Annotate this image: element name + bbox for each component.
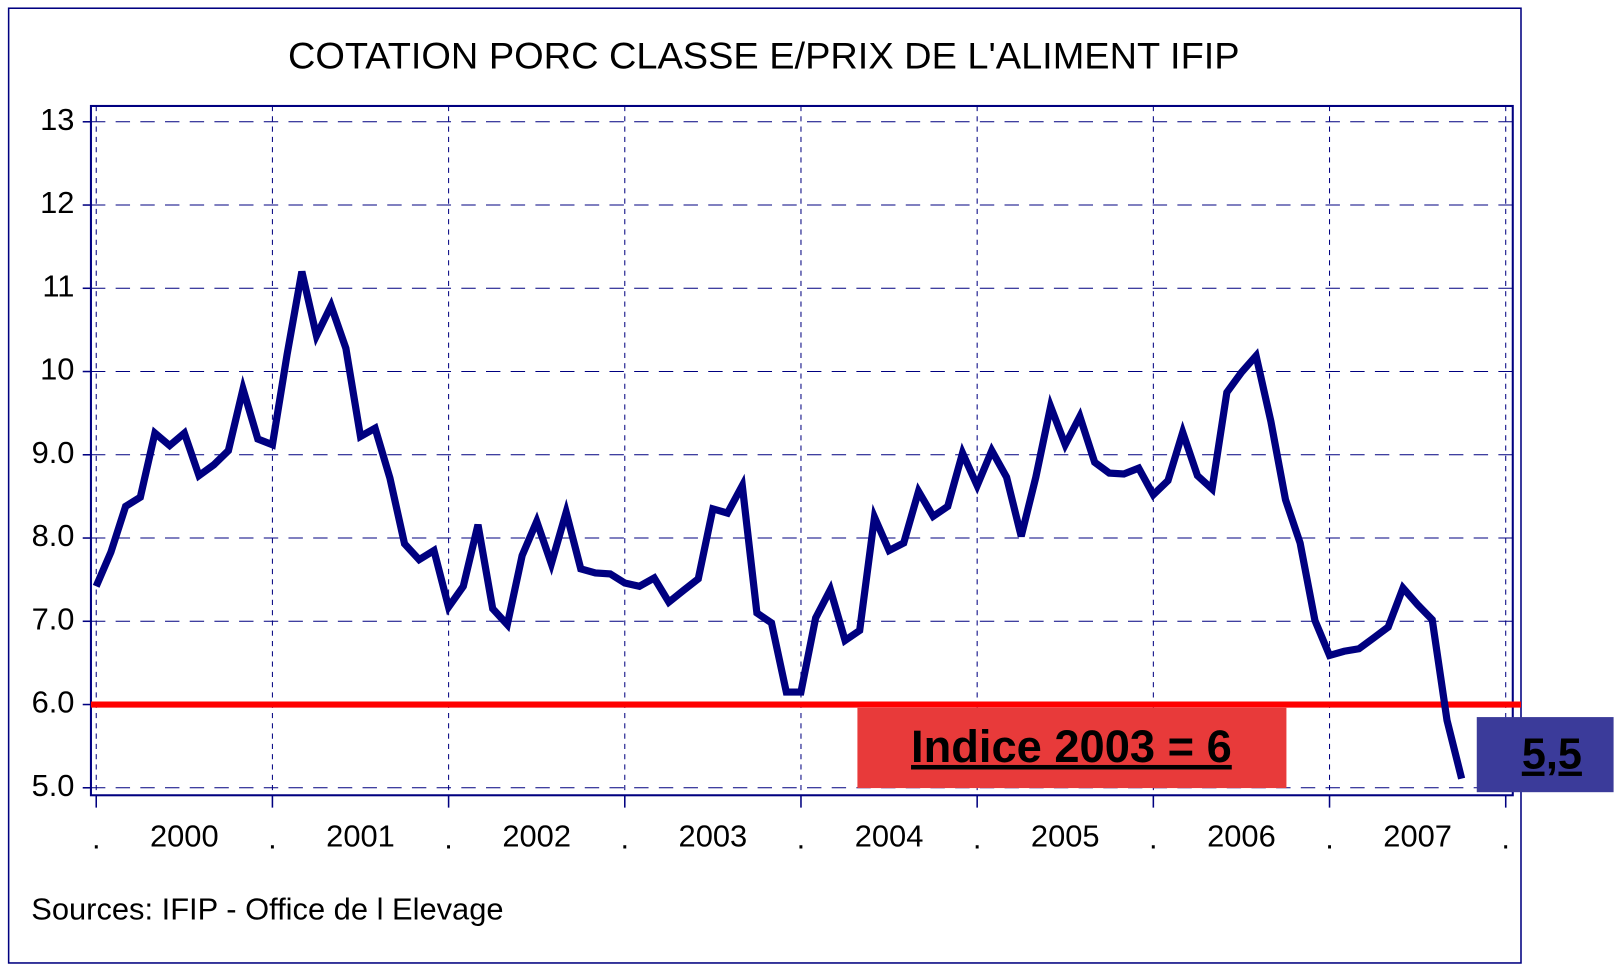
x-tick-label: . bbox=[620, 821, 629, 856]
y-tick-label: 5.0 bbox=[32, 768, 75, 803]
y-tick-label: 8.0 bbox=[32, 518, 75, 553]
x-tick-label: . bbox=[797, 821, 806, 856]
annotation-label: 5,5 bbox=[1522, 731, 1582, 779]
x-tick-label: 2007 bbox=[1383, 819, 1452, 854]
y-tick-label: 11 bbox=[42, 268, 74, 303]
x-tick-label: 2005 bbox=[1031, 819, 1100, 854]
x-tick-label: 2000 bbox=[150, 819, 219, 854]
x-tick-label: 2003 bbox=[679, 819, 748, 854]
y-tick-label: 10 bbox=[40, 352, 74, 387]
x-tick-label: . bbox=[1501, 821, 1510, 856]
y-tick-label: 7.0 bbox=[32, 601, 75, 636]
data-line bbox=[92, 270, 1466, 780]
plot-area bbox=[89, 104, 1514, 797]
x-tick-label: 2002 bbox=[502, 819, 571, 854]
x-tick-label: . bbox=[1325, 821, 1334, 856]
reference-label-box bbox=[857, 707, 1287, 789]
y-tick-label: 13 bbox=[40, 102, 74, 137]
y-tick-label: 6.0 bbox=[32, 685, 75, 720]
chart-frame bbox=[7, 7, 1522, 964]
x-tick-label: . bbox=[444, 821, 453, 856]
chart-title: COTATION PORC CLASSE E/PRIX DE L'ALIMENT… bbox=[288, 34, 1240, 76]
annotation-box bbox=[1476, 717, 1614, 793]
y-tick-label: 12 bbox=[40, 185, 74, 220]
x-tick-label: 2006 bbox=[1207, 819, 1276, 854]
y-tick-label: 9.0 bbox=[32, 435, 75, 470]
x-tick-label: . bbox=[268, 821, 277, 856]
x-tick-label: . bbox=[973, 821, 982, 856]
x-tick-label: . bbox=[1149, 821, 1158, 856]
x-tick-label: 2001 bbox=[326, 819, 395, 854]
x-tick-label: . bbox=[92, 821, 101, 856]
x-tick-label: 2004 bbox=[855, 819, 924, 854]
source-note: Sources: IFIP - Office de l Elevage bbox=[31, 892, 503, 927]
reference-label: Indice 2003 = 6 bbox=[911, 721, 1232, 772]
